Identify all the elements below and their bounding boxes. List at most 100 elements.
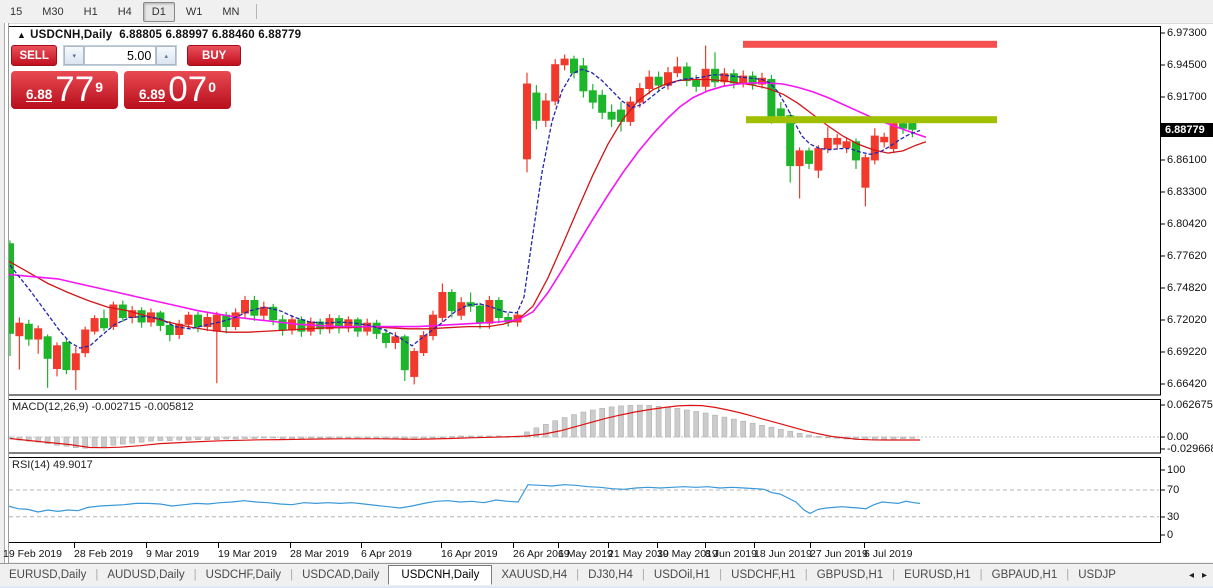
timeframe-button-mn[interactable]: MN	[222, 5, 240, 18]
chart-symbol-label: USDCNH,Daily	[30, 29, 113, 41]
tab-scroll-right-icon[interactable]: ▸	[1201, 569, 1207, 581]
rsi-axis-label: 100	[1167, 464, 1186, 476]
window-left-frame	[0, 23, 9, 564]
macd-axis-label: 0.062675	[1167, 399, 1213, 411]
rsi-axis-label: 70	[1167, 484, 1180, 496]
price-axis-label: 6.66420	[1167, 378, 1207, 390]
price-axis-label: 6.72020	[1167, 314, 1207, 326]
tab-separator: |	[641, 569, 645, 581]
symbol-tab-bar: EURUSD,Daily | AUDUSD,Daily | USDCHF,Daily | U…	[0, 563, 1213, 586]
buy-price-big-digits: 07	[168, 70, 208, 110]
tab-dj30-h4[interactable]: DJ30,H4	[588, 569, 633, 581]
tab-separator: |	[95, 569, 99, 581]
sell-price-pip-digit: 9	[95, 79, 103, 95]
moving-averages	[7, 68, 927, 349]
tab-usdoil-h1[interactable]: USDOil,H1	[653, 569, 711, 581]
date-axis-label: 8 Jun 2019	[705, 548, 757, 560]
macd-values: -0.002715 -0.005812	[91, 401, 194, 413]
date-axis-label: 19 Feb 2019	[3, 548, 62, 560]
price-axis-label: 6.80420	[1167, 218, 1207, 230]
sell-button[interactable]: SELL	[11, 45, 58, 66]
date-axis-label: 19 Mar 2019	[218, 548, 277, 560]
timeframe-button-h4[interactable]: H4	[117, 5, 132, 18]
chart-ohlc-values: 6.88805 6.88997 6.88460 6.88779	[119, 29, 302, 41]
chevron-down-icon: ▾	[72, 52, 77, 60]
price-axis-label: 6.74820	[1167, 282, 1207, 294]
sell-price-prefix: 6.88	[25, 86, 53, 102]
price-axis-label: 6.94500	[1167, 59, 1207, 71]
rsi-series	[7, 484, 1159, 518]
price-axis-label: 6.86100	[1167, 154, 1207, 166]
date-axis-label: 28 Mar 2019	[290, 548, 349, 560]
tab-usdcnh-daily[interactable]: USDCNH,Daily	[388, 565, 493, 585]
timeframe-button-w1[interactable]: W1	[185, 5, 203, 18]
tab-usdchf-h1[interactable]: USDCHF,H1	[731, 569, 796, 581]
timeframe-button-d1[interactable]: D1	[142, 1, 175, 22]
volume-increase-button[interactable]: ▴	[156, 46, 177, 65]
current-price-value: 6.88779	[1165, 124, 1205, 136]
buy-button[interactable]: BUY	[187, 45, 241, 66]
rsi-value: 49.9017	[52, 459, 93, 471]
axis-ticks	[3, 32, 1165, 548]
tab-separator: |	[979, 569, 983, 581]
tab-usdcad-daily[interactable]: USDCAD,Daily	[302, 569, 380, 581]
date-axis-label: 16 Apr 2019	[441, 548, 498, 560]
ma-medium-red	[7, 78, 927, 333]
date-axis-label: 21 May 2019	[608, 548, 669, 560]
tab-audusd-daily[interactable]: AUDUSD,Daily	[107, 569, 185, 581]
macd-name: MACD(12,26,9)	[12, 401, 89, 413]
timeframe-button-m30[interactable]: M30	[42, 5, 64, 18]
buy-price-tile[interactable]: 6.89 07 0	[124, 71, 231, 109]
resistance-line	[743, 40, 997, 48]
macd-indicator-label: MACD(12,26,9) -0.002715 -0.005812	[12, 401, 194, 413]
volume-spinner: ▾ ▴	[63, 45, 178, 66]
date-axis-label: 18 Jun 2019	[754, 548, 812, 560]
tab-gbpaud-h1[interactable]: GBPAUD,H1	[991, 569, 1058, 581]
one-click-trade-panel: SELL ▾ ▴ BUY 6.88 77 9 6.89 07 0	[11, 45, 241, 109]
date-axis-label: 6 Jul 2019	[864, 548, 913, 560]
date-axis-label: 9 Mar 2019	[146, 548, 200, 560]
buy-price-prefix: 6.89	[138, 86, 166, 102]
macd-series	[7, 404, 1159, 449]
buy-price-pip-digit: 0	[208, 79, 216, 95]
tab-gbpusd-h1[interactable]: GBPUSD,H1	[816, 569, 884, 581]
chevron-up-icon: ▴	[164, 52, 169, 60]
tab-usdchf-daily[interactable]: USDCHF,Daily	[205, 569, 282, 581]
rsi-axis-label: 30	[1167, 511, 1180, 523]
tab-eurusd-daily[interactable]: EURUSD,Daily	[9, 569, 87, 581]
timeframe-button-15[interactable]: 15	[10, 5, 23, 18]
macd-axis-label: -0.029668	[1167, 443, 1213, 455]
price-axis-label: 6.83300	[1167, 186, 1207, 198]
tab-separator: |	[576, 569, 580, 581]
tab-separator: |	[290, 569, 294, 581]
rsi-indicator-label: RSI(14) 49.9017	[12, 459, 93, 471]
tab-eurusd-h1[interactable]: EURUSD,H1	[904, 569, 971, 581]
price-axis-label: 6.77620	[1167, 250, 1207, 262]
sell-price-tile[interactable]: 6.88 77 9	[11, 71, 118, 109]
date-axis-label: 6 Apr 2019	[361, 548, 412, 560]
price-axis-label: 6.91700	[1167, 91, 1207, 103]
tab-xauusd-h4[interactable]: XAUUSD,H4	[501, 569, 568, 581]
volume-decrease-button[interactable]: ▾	[64, 46, 85, 65]
sell-price-big-digits: 77	[55, 70, 95, 110]
date-axis-label: 6 May 2019	[558, 548, 613, 560]
volume-input[interactable]	[84, 46, 157, 65]
tab-separator: |	[719, 569, 723, 581]
ma-fast-blue	[9, 68, 921, 349]
chart-expand-icon[interactable]: ▲	[17, 30, 27, 40]
rsi-name: RSI(14)	[12, 459, 50, 471]
rsi-axis-label: 0	[1167, 529, 1174, 541]
macd-axis-label: 0.00	[1167, 431, 1189, 443]
tab-separator: |	[804, 569, 808, 581]
date-axis-label: 28 Feb 2019	[74, 548, 133, 560]
price-axis-label: 6.69220	[1167, 346, 1207, 358]
tab-separator: |	[1066, 569, 1070, 581]
tab-usdjp[interactable]: USDJP	[1078, 569, 1116, 581]
timeframe-button-h1[interactable]: H1	[83, 5, 98, 18]
date-axis-label: 30 May 2019	[657, 548, 718, 560]
tab-scroll-left-icon[interactable]: ◂	[1188, 569, 1194, 581]
tab-separator: |	[892, 569, 896, 581]
candlestick-series	[6, 45, 917, 390]
